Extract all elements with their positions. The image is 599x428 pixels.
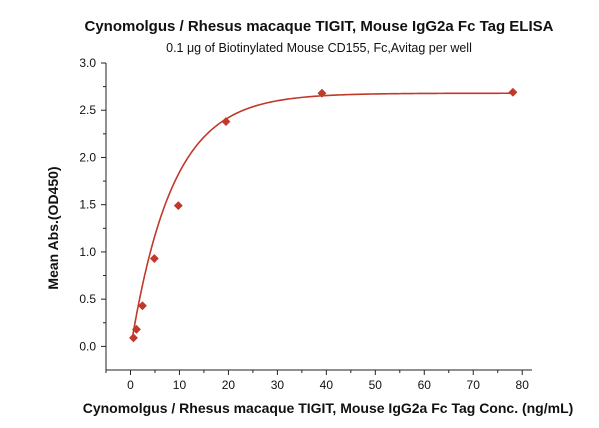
x-tick-label: 60 bbox=[418, 378, 432, 392]
x-tick-label: 0 bbox=[127, 378, 134, 392]
data-point bbox=[131, 324, 142, 334]
y-tick-label: 1.5 bbox=[79, 198, 96, 212]
x-tick-label: 10 bbox=[173, 378, 187, 392]
y-tick-label: 0.0 bbox=[79, 339, 96, 353]
chart-subtitle: 0.1 μg of Biotinylated Mouse CD155, Fc,A… bbox=[166, 41, 472, 55]
y-tick-label: 0.5 bbox=[79, 292, 96, 306]
y-axis-label: Mean Abs.(OD450) bbox=[45, 166, 61, 289]
fit-curve bbox=[131, 92, 515, 338]
y-tick-label: 3.0 bbox=[79, 56, 96, 70]
data-point bbox=[508, 87, 518, 97]
fit-curve-layer bbox=[131, 92, 515, 338]
y-tick-label: 2.5 bbox=[79, 103, 96, 117]
x-tick-label: 50 bbox=[369, 378, 383, 392]
x-axis-ticks: 0 10 20 30 40 50 60 70 80 bbox=[105, 370, 530, 392]
x-axis-label: Cynomolgus / Rhesus macaque TIGIT, Mouse… bbox=[83, 400, 574, 416]
x-tick-label: 40 bbox=[320, 378, 334, 392]
y-axis-ticks: 0.0 0.5 1.0 1.5 2.0 2.5 3.0 bbox=[79, 56, 106, 353]
y-tick-label: 1.0 bbox=[79, 245, 96, 259]
x-tick-label: 30 bbox=[271, 378, 285, 392]
y-tick-label: 2.0 bbox=[79, 150, 96, 164]
data-points bbox=[128, 87, 518, 343]
data-point bbox=[149, 253, 159, 264]
data-point bbox=[128, 333, 139, 343]
x-tick-label: 20 bbox=[222, 378, 236, 392]
data-point bbox=[173, 201, 183, 211]
x-tick-label: 70 bbox=[467, 378, 481, 392]
x-tick-label: 80 bbox=[516, 378, 530, 392]
data-point bbox=[221, 117, 231, 127]
data-point bbox=[317, 88, 327, 98]
axes bbox=[105, 63, 532, 371]
chart-title: Cynomolgus / Rhesus macaque TIGIT, Mouse… bbox=[85, 18, 554, 35]
data-point bbox=[137, 301, 147, 311]
